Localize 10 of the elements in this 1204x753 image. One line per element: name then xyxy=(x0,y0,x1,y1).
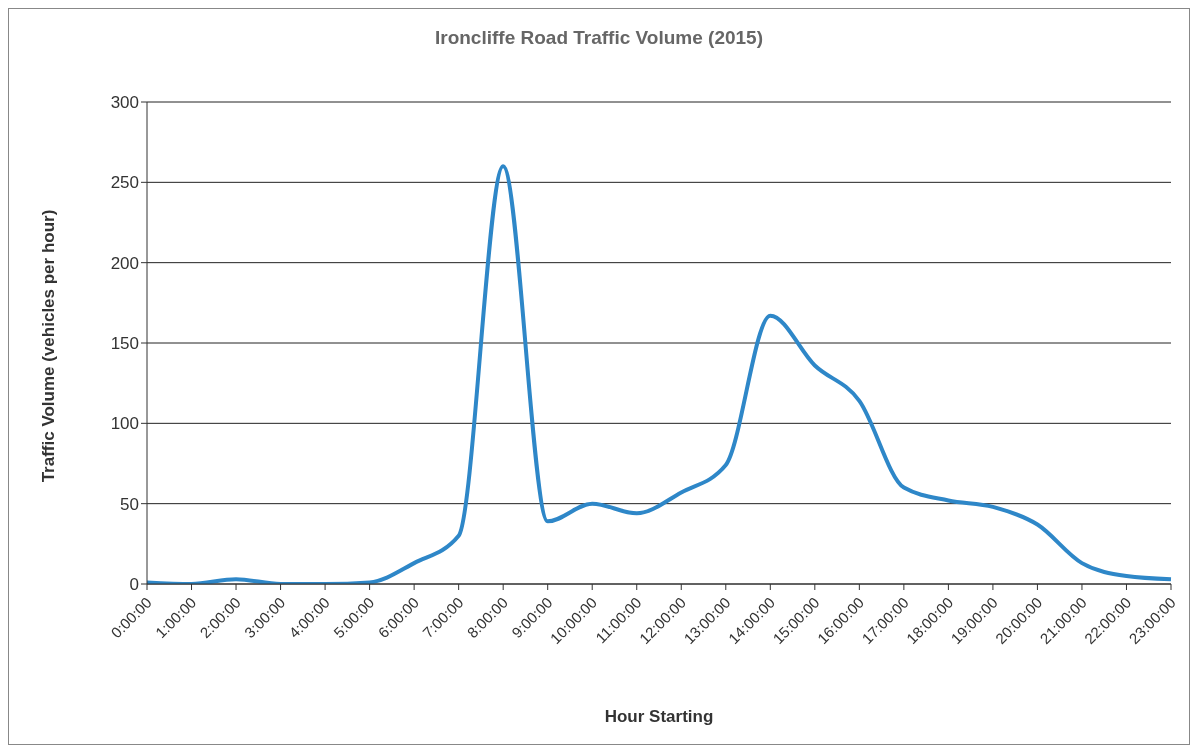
x-axis-title: Hour Starting xyxy=(603,707,715,727)
chart-title: Ironcliffe Road Traffic Volume (2015) xyxy=(434,27,764,49)
y-tick-label: 300 xyxy=(110,93,139,113)
y-tick-label: 250 xyxy=(110,173,139,193)
y-axis-title: Traffic Volume (vehicles per hour) xyxy=(39,209,59,483)
y-tick-label: 150 xyxy=(110,334,139,354)
y-tick-label: 50 xyxy=(120,494,139,514)
y-tick-label: 100 xyxy=(110,414,139,434)
y-tick-label: 0 xyxy=(129,575,139,595)
y-tick-label: 200 xyxy=(110,253,139,273)
